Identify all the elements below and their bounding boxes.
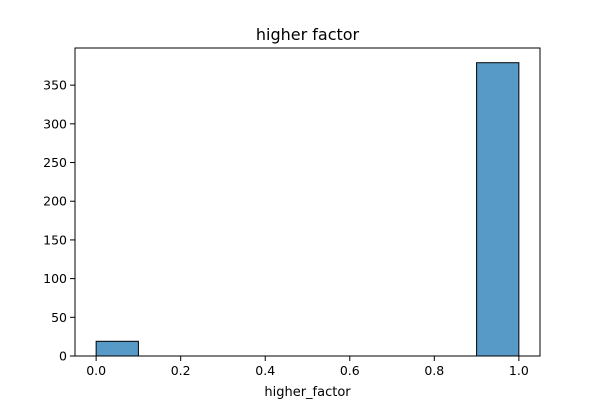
y-tick-label: 150 xyxy=(43,232,67,247)
x-tick-label: 0.0 xyxy=(86,363,106,378)
x-tick-label: 0.4 xyxy=(255,363,275,378)
histogram-bar-9 xyxy=(476,62,520,357)
y-tick-label: 100 xyxy=(43,271,67,286)
x-axis-label: higher_factor xyxy=(264,385,351,400)
y-tick-label: 50 xyxy=(51,310,67,325)
y-axis-ticks: 0 50 100 150 200 250 300 350 xyxy=(43,78,75,364)
x-axis-ticks: 0.0 0.2 0.4 0.6 0.8 1.0 xyxy=(86,356,529,378)
y-tick-label: 200 xyxy=(43,194,67,209)
bars-layer xyxy=(95,62,520,357)
x-tick-label: 0.8 xyxy=(424,363,444,378)
x-tick-label: 1.0 xyxy=(509,363,529,378)
plot-frame xyxy=(74,47,541,357)
chart-title: higher factor xyxy=(256,25,360,44)
y-tick-label: 300 xyxy=(43,116,67,131)
y-tick-label: 250 xyxy=(43,155,67,170)
x-tick-label: 0.2 xyxy=(171,363,191,378)
y-tick-label: 350 xyxy=(43,78,67,93)
histogram-bar-0 xyxy=(95,340,139,357)
y-tick-label: 0 xyxy=(59,349,67,364)
x-tick-label: 0.6 xyxy=(340,363,360,378)
